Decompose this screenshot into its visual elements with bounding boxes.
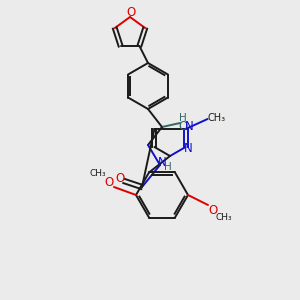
Text: O: O <box>126 5 136 19</box>
Text: N: N <box>158 155 167 169</box>
Text: N: N <box>184 142 193 155</box>
Text: N: N <box>185 121 194 134</box>
Text: H: H <box>164 162 172 172</box>
Text: CH₃: CH₃ <box>208 113 226 123</box>
Text: O: O <box>178 119 188 133</box>
Text: CH₃: CH₃ <box>90 169 106 178</box>
Text: H: H <box>179 113 187 123</box>
Text: O: O <box>116 172 124 185</box>
Text: O: O <box>104 176 114 188</box>
Text: O: O <box>208 203 217 217</box>
Text: CH₃: CH₃ <box>216 212 232 221</box>
